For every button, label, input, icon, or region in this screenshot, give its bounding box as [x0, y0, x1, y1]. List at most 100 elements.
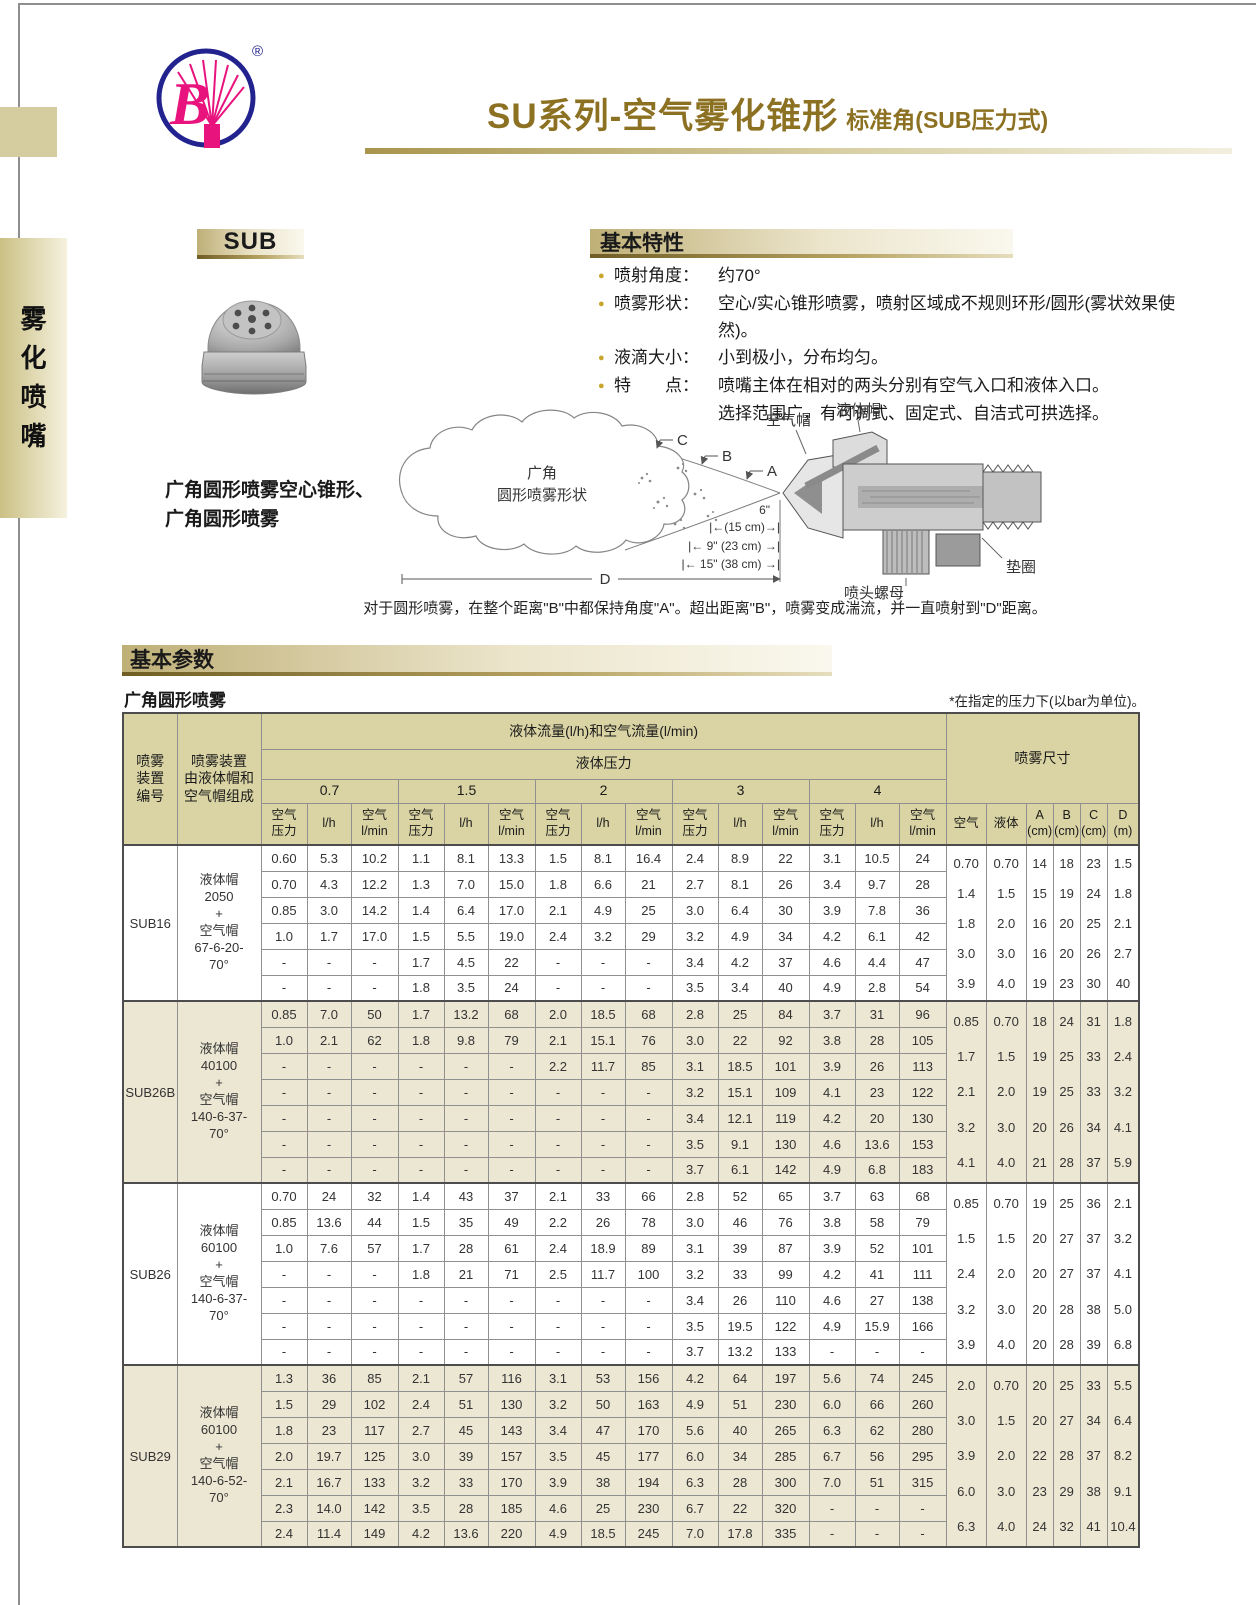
value-cell: 3.2 [671, 1078, 719, 1106]
bullet-icon: ● [598, 298, 605, 310]
value-cell: 19.5 [717, 1312, 763, 1340]
table-row: SUB26B 液体帽 40100 + 空气帽 140-6-37- 70° 0.85 7… [122, 1000, 1140, 1184]
liquid-feed-tube [804, 444, 880, 490]
value-cell: 1.5 [397, 1208, 445, 1236]
spray-size-cell: 0.85 1.5 2.4 3.2 3.9 [945, 1182, 987, 1366]
value-cell: 245 [624, 1520, 673, 1548]
value-cell: 39 [717, 1234, 763, 1262]
value-cell: 6.4 [717, 896, 763, 924]
value-cell: - [624, 1078, 673, 1106]
value-cell: - [534, 1104, 582, 1132]
value-cell: 4.9 [580, 896, 626, 924]
spray-size-cell: 1.8 2.4 3.2 4.1 5.9 [1106, 1000, 1140, 1184]
value-cell: - [580, 1104, 626, 1132]
value-cell: 28 [717, 1468, 763, 1496]
value-cell: 47 [580, 1416, 626, 1444]
value-cell: 4.1 [808, 1078, 856, 1106]
value-cell: - [397, 1078, 445, 1106]
spray-size-value: 29 [1059, 1483, 1074, 1499]
value-cell: 29 [624, 922, 673, 950]
value-cell: - [306, 1104, 352, 1132]
spray-size-cell: 18 19 20 20 23 [1052, 844, 1081, 1002]
value-cell: - [350, 1286, 399, 1314]
spray-size-value: 3.9 [957, 1336, 976, 1352]
series-title: SU系列-空气雾化锥形 [487, 97, 839, 136]
spray-size-value: 0.70 [993, 855, 1019, 871]
value-cell: 142 [350, 1494, 399, 1522]
spray-size-value: 24 [1032, 1518, 1047, 1534]
spray-size-value: 23 [1086, 855, 1101, 871]
bullet-icon: ● [598, 270, 605, 282]
header-size-sub: 液体 [985, 802, 1027, 846]
header-device-id: 喷雾 装置 编号 [122, 712, 178, 846]
table-row: 1.0 1.7 17.0 1.5 5.5 19.0 2.4 3.2 29 3.2 4.9 34 4.2 6… [123, 922, 1139, 950]
spray-size-value: 28 [1059, 1154, 1074, 1170]
feature-item: ● 液滴大小： 小到极小，分布均匀。 [598, 344, 1178, 372]
device-composition-cell: 液体帽 60100 + 空气帽 140-6-52- 70° [176, 1364, 262, 1548]
value-cell: 6.7 [671, 1494, 719, 1522]
table-row: - - - - - - - - -3.5 19.5 122 4.9 15.9 166 [123, 1312, 1139, 1340]
spray-size-value: 3.9 [957, 975, 976, 991]
angle-markers [655, 439, 763, 480]
value-cell: 65 [761, 1182, 810, 1210]
feature-text: 小到极小，分布均匀。 [718, 348, 888, 367]
value-cell: - [534, 1078, 582, 1106]
value-cell: 149 [350, 1520, 399, 1548]
spray-size-stack: 25 27 28 29 32 [1054, 1368, 1080, 1544]
value-cell: 17.0 [350, 922, 399, 950]
spray-size-value: 2.0 [997, 1448, 1016, 1464]
value-cell: 4.9 [808, 974, 856, 1002]
spray-size-value: 3.0 [997, 1119, 1016, 1135]
spray-size-value: 38 [1086, 1301, 1101, 1317]
value-cell: 130 [761, 1130, 810, 1158]
value-cell: 0.85 [260, 1000, 308, 1028]
value-cell: 3.9 [808, 896, 856, 924]
table-header: 喷雾 装置 编号 喷雾装置 由液体帽和 空气帽组成 液体流量(l/h)和空气流量(l… [122, 712, 1140, 846]
spray-size-value: 37 [1086, 1448, 1101, 1464]
value-cell: - [580, 974, 626, 1002]
header-sub: 空气 l/min [487, 802, 536, 846]
value-cell: 1.1 [397, 844, 445, 872]
nozzle-holes [232, 304, 272, 335]
value-cell: - [350, 1156, 399, 1184]
value-cell: 2.7 [397, 1416, 445, 1444]
value-cell: 40 [761, 974, 810, 1002]
value-cell: 14.0 [306, 1494, 352, 1522]
value-cell: 46 [717, 1208, 763, 1236]
value-cell: 22 [761, 844, 810, 872]
logo-nozzle-shape [204, 124, 220, 148]
value-cell: - [580, 1156, 626, 1184]
value-cell: 15.9 [854, 1312, 900, 1340]
value-cell: 1.4 [397, 896, 445, 924]
value-cell: 3.0 [671, 1026, 719, 1054]
spray-size-value: 5.9 [1113, 1154, 1132, 1170]
value-cell: 37 [761, 948, 810, 976]
spray-size-cell: 2.1 3.2 4.1 5.0 6.8 [1106, 1182, 1140, 1366]
table-row: SUB29 液体帽 60100 + 空气帽 140-6-52- 70° 1.3 36 8… [122, 1364, 1140, 1548]
value-cell: - [350, 1312, 399, 1340]
value-cell: 2.4 [534, 922, 582, 950]
value-cell: 8.1 [717, 870, 763, 898]
value-cell: - [534, 1156, 582, 1184]
spray-size-value: 20 [1059, 945, 1074, 961]
spray-size-value: 3.0 [997, 945, 1016, 961]
spray-size-stack: 0.70 1.5 2.0 3.0 4.0 [987, 1368, 1026, 1544]
value-cell: 68 [898, 1182, 947, 1210]
spray-size-cell: 36 37 37 38 39 [1079, 1182, 1108, 1366]
value-cell: - [624, 1156, 673, 1184]
value-cell: 28 [898, 870, 947, 898]
features-list: ● 喷射角度： 约70° ● 喷雾形状： 空心/实心锥形喷雾，喷射区域成不规则环… [598, 262, 1178, 427]
header-sub: 空气 压力 [534, 802, 582, 846]
table-row: 1.5 29 102 2.4 51 130 3.2 50 163 4.9 51 230 6.0 66 260 [123, 1390, 1139, 1418]
spray-size-cell: 0.85 1.7 2.1 3.2 4.1 [945, 1000, 987, 1184]
value-cell: 2.3 [260, 1494, 308, 1522]
value-cell: 183 [898, 1156, 947, 1184]
feature-text-continued: 选择范围广，有可调式、固定式、自洁式可拱选择。 [718, 404, 1109, 423]
header-pressure-value: 1.5 [397, 778, 536, 804]
value-cell: 4.9 [717, 922, 763, 950]
value-cell: 0.70 [260, 1182, 308, 1210]
value-cell: 105 [898, 1026, 947, 1054]
table-row: 0.85 3.0 14.2 1.4 6.4 17.0 2.1 4.9 25 3.0 6.4 30 3.9… [123, 896, 1139, 924]
spray-size-value: 4.0 [997, 1518, 1016, 1534]
value-cell: - [306, 1052, 352, 1080]
